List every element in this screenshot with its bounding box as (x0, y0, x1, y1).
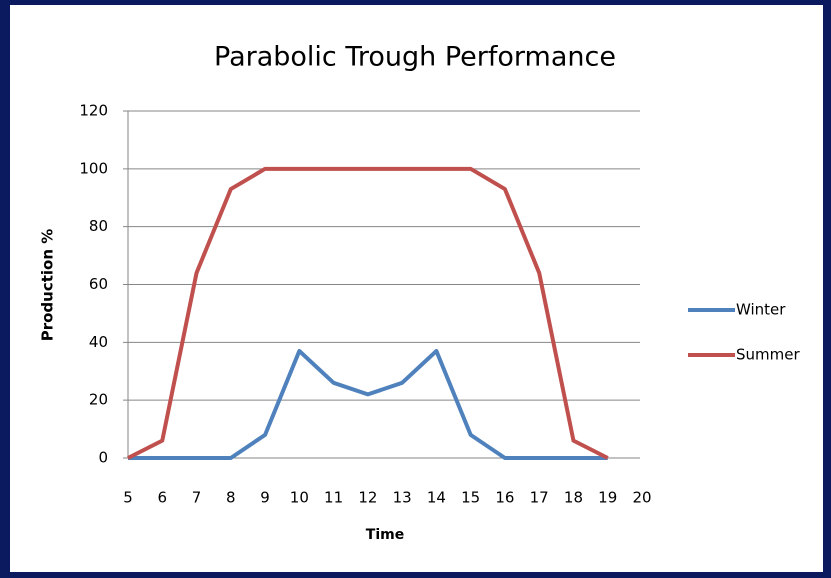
x-tick-label: 13 (393, 489, 412, 507)
x-tick-label: 17 (530, 489, 549, 507)
x-tick-label: 10 (290, 489, 309, 507)
x-tick-label: 15 (461, 489, 480, 507)
x-tick-label: 6 (157, 489, 167, 507)
y-axis-label: Production % (39, 229, 57, 342)
chart-title: Parabolic Trough Performance (214, 42, 616, 73)
x-tick-label: 5 (123, 489, 133, 507)
x-axis-label: Time (366, 527, 404, 543)
x-tick-label: 20 (632, 489, 651, 507)
x-tick-label: 9 (260, 489, 270, 507)
legend-label: Winter (736, 301, 786, 319)
x-tick-label: 8 (226, 489, 236, 507)
chart-area (10, 5, 823, 572)
series-line (127, 166, 609, 460)
y-tick-label: 20 (89, 391, 108, 409)
x-tick-label: 16 (495, 489, 514, 507)
x-tick-label: 18 (564, 489, 583, 507)
x-tick-label: 11 (324, 489, 343, 507)
y-tick-label: 0 (98, 449, 108, 467)
y-tick-label: 120 (79, 102, 108, 120)
series-line (128, 349, 608, 460)
x-tick-label: 7 (192, 489, 202, 507)
x-tick-label: 14 (427, 489, 446, 507)
y-tick-label: 60 (89, 275, 108, 293)
legend-label: Summer (736, 346, 800, 364)
y-tick-label: 100 (79, 159, 108, 177)
x-tick-label: 12 (358, 489, 377, 507)
y-tick-label: 40 (89, 333, 108, 351)
y-tick-label: 80 (89, 217, 108, 235)
x-tick-label: 19 (598, 489, 617, 507)
